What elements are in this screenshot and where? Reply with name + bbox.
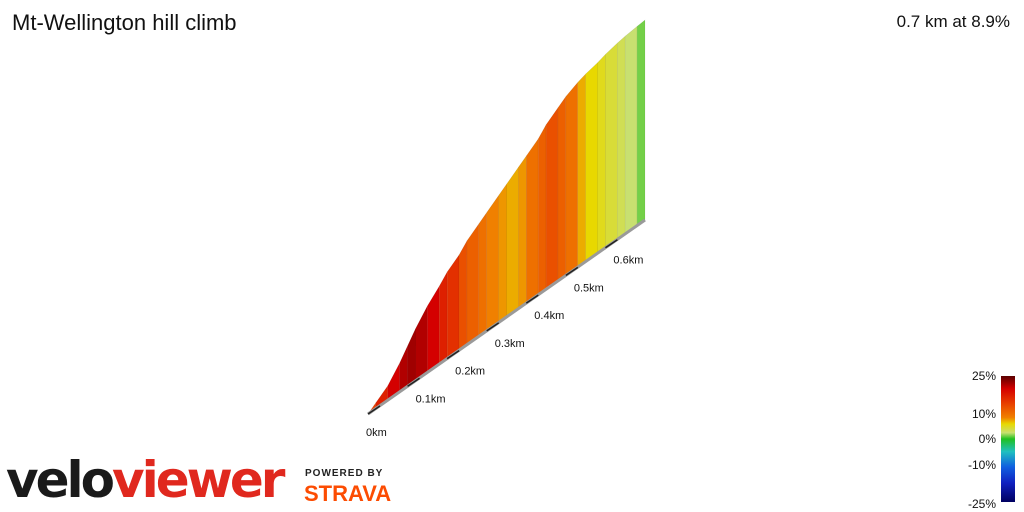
powered-by-label: POWERED BY bbox=[305, 468, 384, 479]
strava-logo[interactable]: STRAVA bbox=[304, 481, 392, 506]
distance-tick-label: 0.5km bbox=[574, 282, 604, 294]
profile-segment bbox=[466, 222, 480, 346]
gradient-legend-label: -10% bbox=[967, 458, 996, 472]
profile-segment bbox=[458, 239, 468, 351]
profile-segment bbox=[427, 285, 440, 374]
distance-tick-mark bbox=[407, 377, 420, 387]
distance-tick-label: 0.3km bbox=[495, 338, 525, 350]
distance-tick-label: 0km bbox=[366, 427, 387, 439]
distance-tick-label: 0.6km bbox=[613, 255, 643, 267]
veloviewer-logo[interactable]: veloviewer bbox=[6, 451, 285, 509]
distance-tick-mark bbox=[605, 239, 618, 249]
profile-segment bbox=[506, 166, 519, 318]
profile-segment bbox=[525, 138, 539, 304]
profile-segment bbox=[399, 345, 408, 393]
gradient-legend-label: -25% bbox=[967, 497, 996, 511]
profile-segment bbox=[545, 106, 559, 290]
distance-tick-mark bbox=[486, 322, 500, 332]
distance-tick-label: 0.4km bbox=[534, 310, 564, 322]
distance-tick-mark bbox=[565, 266, 579, 277]
profile-segment bbox=[478, 211, 488, 337]
profile-segment bbox=[438, 270, 448, 365]
climb-summary: 0.7 km at 8.9% bbox=[896, 12, 1010, 31]
gradient-legend-bar bbox=[1001, 376, 1015, 502]
profile-segment bbox=[624, 25, 638, 235]
profile-segment bbox=[518, 155, 527, 310]
profile-walls bbox=[367, 19, 646, 415]
profile-segment bbox=[446, 254, 460, 360]
gradient-legend-label: 0% bbox=[978, 432, 996, 446]
profile-segment bbox=[636, 19, 646, 227]
distance-tick-label: 0.1km bbox=[416, 393, 446, 405]
profile-segment bbox=[498, 183, 507, 324]
distance-tick-label: 0.2km bbox=[455, 366, 485, 378]
logo-part-viewer: viewer bbox=[112, 451, 285, 509]
profile-segment bbox=[537, 123, 547, 296]
distance-tick-mark bbox=[446, 349, 460, 360]
profile-segment bbox=[415, 305, 428, 382]
profile-segment bbox=[565, 81, 579, 277]
page-title: Mt-Wellington hill climb bbox=[12, 10, 237, 35]
profile-segment bbox=[557, 95, 567, 282]
distance-ticks: 0km 0.1km 0.2km 0.3km 0.4km 0.5km 0.6km bbox=[366, 239, 643, 439]
distance-tick-mark bbox=[525, 294, 539, 304]
gradient-legend-label: 10% bbox=[971, 407, 996, 421]
logo-part-velo: velo bbox=[6, 451, 115, 509]
profile-segment bbox=[597, 53, 606, 254]
profile-segment bbox=[577, 73, 586, 268]
profile-segment bbox=[585, 62, 598, 263]
distance-tick-mark bbox=[367, 405, 381, 415]
profile-segment bbox=[486, 194, 499, 332]
profile-segment bbox=[407, 328, 416, 387]
gradient-legend-label: 25% bbox=[971, 369, 996, 383]
profile-segment bbox=[616, 35, 626, 240]
profile-segment bbox=[605, 42, 618, 249]
